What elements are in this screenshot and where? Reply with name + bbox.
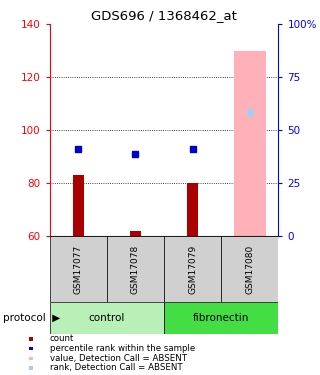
Bar bbox=[107, 236, 164, 302]
Bar bbox=[50, 236, 107, 302]
Bar bbox=[73, 176, 84, 236]
Bar bbox=[164, 236, 221, 302]
Text: GSM17079: GSM17079 bbox=[188, 244, 197, 294]
Bar bbox=[234, 51, 266, 236]
Bar bbox=[221, 236, 278, 302]
Title: GDS696 / 1368462_at: GDS696 / 1368462_at bbox=[91, 9, 237, 22]
Bar bbox=[50, 302, 164, 334]
Text: GSM17077: GSM17077 bbox=[74, 244, 83, 294]
Text: GSM17080: GSM17080 bbox=[245, 244, 254, 294]
Bar bbox=[164, 302, 278, 334]
Text: protocol  ▶: protocol ▶ bbox=[3, 313, 60, 323]
Text: count: count bbox=[50, 334, 74, 343]
Text: rank, Detection Call = ABSENT: rank, Detection Call = ABSENT bbox=[50, 363, 182, 372]
Text: fibronectin: fibronectin bbox=[193, 313, 249, 323]
Text: percentile rank within the sample: percentile rank within the sample bbox=[50, 344, 195, 353]
Text: control: control bbox=[89, 313, 125, 323]
Bar bbox=[130, 231, 141, 236]
Text: value, Detection Call = ABSENT: value, Detection Call = ABSENT bbox=[50, 354, 187, 363]
Bar bbox=[187, 183, 198, 236]
Text: GSM17078: GSM17078 bbox=[131, 244, 140, 294]
